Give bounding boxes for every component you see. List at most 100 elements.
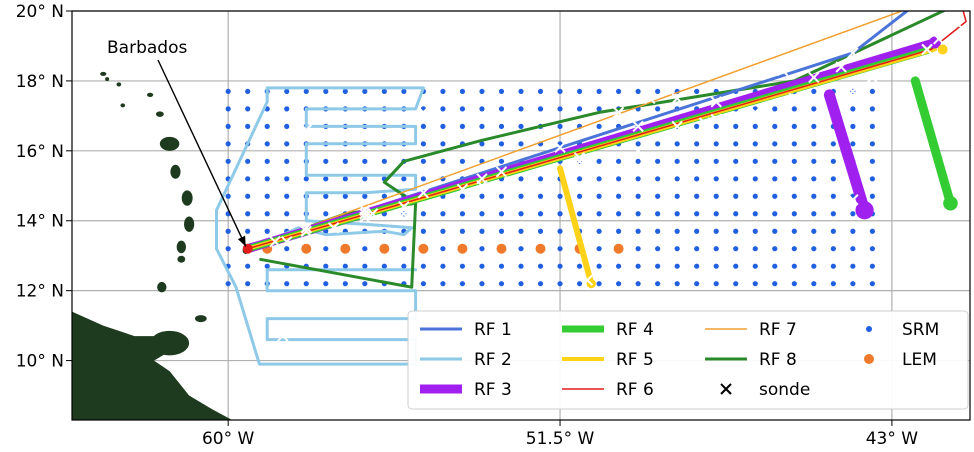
srm-point [498,193,505,199]
srm-point [772,211,778,217]
srm-point [830,246,836,252]
srm-point [342,193,348,199]
legend-item: sonde [720,380,810,400]
srm-point [772,176,778,182]
srm-point [694,211,700,217]
srm-point [694,228,700,234]
srm-point [655,176,661,182]
srm-point [576,193,583,199]
srm-point [284,281,290,287]
srm-point [264,263,270,269]
island [177,255,186,263]
srm-point [596,246,602,252]
legend-swatch [866,326,872,332]
srm-point [537,88,544,95]
srm-point [635,263,641,269]
srm-point [557,106,563,112]
srm-point [635,176,641,182]
island [181,190,193,206]
srm-point [674,211,680,217]
legend-item: RF 1 [420,320,512,340]
srm-point [596,263,602,269]
srm-point [401,88,407,95]
srm-point [498,88,505,95]
srm-point [655,228,661,234]
srm-point [303,281,309,287]
x-tick-label: 60° W [202,429,255,448]
srm-point [362,281,368,287]
legend-label: RF 4 [616,320,654,340]
srm-point [713,263,719,269]
srm-point [811,193,817,199]
sonde-marker [417,106,430,119]
srm-point [811,263,817,269]
srm-point [811,281,817,287]
track-rf4-end [943,195,958,211]
srm-point [225,123,231,129]
srm-point [440,246,446,252]
sonde-marker [300,222,312,234]
sonde-marker [866,71,879,84]
sonde-marker [269,236,281,248]
srm-point [342,263,348,269]
srm-point [498,228,505,234]
srm-point [479,123,485,129]
island [120,103,126,108]
sonde-marker [835,61,847,73]
x-tick-label: 43° W [866,429,919,448]
srm-point [869,123,875,129]
legend-label: RF 6 [616,380,654,400]
srm-point [850,141,856,147]
srm-point [713,228,719,234]
srm-point [772,158,778,164]
srm-point [557,123,563,129]
srm-point [264,176,270,182]
srm-point [616,176,622,182]
srm-point [635,141,641,147]
srm-point [830,141,836,147]
srm-point [479,246,485,252]
legend-label: RF 3 [474,380,512,400]
srm-point [616,193,622,199]
srm-point [362,193,368,199]
srm-point [830,211,836,217]
srm-point [323,281,329,287]
sonde-marker [484,183,496,195]
srm-point [284,246,290,252]
srm-point [537,106,544,112]
srm-point [518,281,524,287]
srm-point [323,263,329,269]
srm-point [518,263,524,269]
srm-point [616,228,622,234]
srm-point [752,263,758,269]
srm-point [635,281,641,287]
plot-frame [71,10,971,421]
srm-point [576,88,583,95]
srm-point [733,176,739,182]
legend-item: RF 7 [705,320,797,340]
srm-point [245,281,251,287]
srm-point [713,158,719,164]
srm-point [655,158,661,164]
srm-point [362,263,368,269]
sonde-marker [788,92,801,105]
srm-point [752,228,758,234]
srm-point [635,228,641,234]
legend-label: RF 7 [759,320,797,340]
sonde-marker [573,152,586,164]
srm-point [537,211,544,217]
srm-point [791,281,797,287]
srm-point [830,281,836,287]
srm-point [694,123,700,129]
srm-point [655,281,661,287]
legend-box [407,310,969,410]
island [150,330,190,356]
srm-point [713,246,719,252]
srm-point [420,123,426,129]
lem-point [613,243,624,254]
legend-item: SRM [866,320,939,340]
srm-point [342,158,348,164]
srm-point [752,211,758,217]
srm-point [850,228,856,234]
